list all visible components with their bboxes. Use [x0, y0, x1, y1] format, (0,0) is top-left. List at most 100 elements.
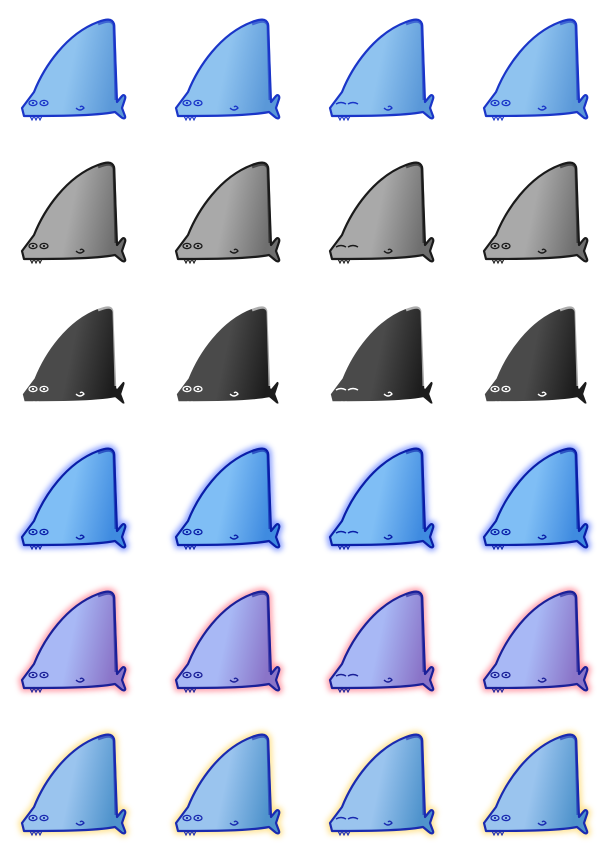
fin-body — [328, 447, 435, 549]
fin-body — [482, 447, 589, 549]
face — [28, 242, 85, 265]
fin-spine — [251, 448, 272, 530]
face — [490, 242, 547, 265]
sprite-frame — [14, 298, 138, 410]
face — [182, 385, 239, 408]
fin-body — [328, 733, 435, 835]
fin-spine — [405, 734, 426, 816]
fin-spine — [559, 305, 580, 387]
fin-spine — [97, 448, 118, 530]
shark-fin-sprite — [174, 18, 281, 122]
fin-body — [328, 590, 435, 692]
shark-fin-sprite — [18, 445, 129, 551]
fin-body — [483, 304, 588, 406]
shark-fin-sprite — [175, 304, 280, 408]
shark-fin-sprite — [18, 731, 129, 837]
fin-spine — [405, 448, 426, 530]
face — [490, 528, 547, 551]
shark-fin-sprite — [480, 445, 591, 551]
face — [490, 385, 547, 408]
shark-fin-sprite — [482, 18, 589, 122]
sprite-frame — [322, 12, 446, 124]
face — [335, 816, 393, 837]
fin-body — [328, 161, 435, 263]
sprite-frame — [322, 441, 446, 553]
shark-fin-sprite — [482, 161, 589, 265]
shark-fin-sprite — [483, 304, 588, 408]
fin-spine — [251, 19, 272, 101]
shark-fin-sprite — [21, 304, 126, 408]
shark-fin-sprite — [328, 161, 435, 265]
fin-body — [20, 161, 127, 263]
sprite-frame — [14, 12, 138, 124]
shark-fin-sprite — [20, 18, 127, 122]
sprite-frame — [476, 727, 600, 839]
face — [28, 814, 85, 837]
fin-body — [175, 304, 280, 406]
fin-body — [174, 18, 281, 120]
face — [182, 242, 239, 265]
fin-spine — [251, 591, 272, 673]
fin-spine — [405, 305, 426, 387]
fin-body — [328, 18, 435, 120]
fin-body — [482, 18, 589, 120]
shark-fin-sprite — [329, 304, 434, 408]
shark-fin-sprite — [326, 445, 437, 551]
fin-spine — [559, 162, 580, 244]
sprite-frame — [168, 12, 292, 124]
face — [28, 99, 85, 122]
sprite-frame — [14, 155, 138, 267]
sprite-frame — [168, 441, 292, 553]
sprite-frame — [168, 155, 292, 267]
sprite-frame — [168, 584, 292, 696]
fin-spine — [405, 19, 426, 101]
face — [28, 385, 85, 408]
fin-body — [20, 18, 127, 120]
fin-body — [482, 590, 589, 692]
sprite-frame — [476, 584, 600, 696]
fin-body — [20, 733, 127, 835]
face — [182, 671, 239, 694]
sprite-frame — [14, 441, 138, 553]
fin-spine — [97, 305, 118, 387]
fin-body — [174, 447, 281, 549]
sprite-frame — [322, 584, 446, 696]
fin-body — [329, 304, 434, 406]
shark-fin-sprite — [172, 588, 283, 694]
fin-body — [174, 590, 281, 692]
sprite-frame — [476, 441, 600, 553]
fin-spine — [97, 162, 118, 244]
face — [490, 814, 547, 837]
face — [335, 387, 393, 408]
fin-body — [20, 590, 127, 692]
face — [182, 528, 239, 551]
shark-fin-sprite — [18, 588, 129, 694]
fin-spine — [97, 734, 118, 816]
face — [490, 99, 547, 122]
sprite-frame — [476, 155, 600, 267]
shark-fin-sprite — [174, 161, 281, 265]
shark-fin-sprite — [20, 161, 127, 265]
face — [182, 814, 239, 837]
sprite-frame — [476, 298, 600, 410]
face — [335, 673, 393, 694]
sprite-frame — [14, 727, 138, 839]
sprite-frame — [322, 298, 446, 410]
sprite-frame — [322, 727, 446, 839]
fin-spine — [97, 19, 118, 101]
shark-fin-sprite — [480, 588, 591, 694]
fin-body — [482, 733, 589, 835]
fin-spine — [97, 591, 118, 673]
fin-spine — [559, 591, 580, 673]
face — [28, 528, 85, 551]
fin-spine — [559, 448, 580, 530]
fin-body — [20, 447, 127, 549]
shark-fin-sprite — [328, 18, 435, 122]
fin-spine — [251, 734, 272, 816]
sprite-frame — [322, 155, 446, 267]
fin-spine — [251, 305, 272, 387]
face — [490, 671, 547, 694]
sprite-frame — [168, 298, 292, 410]
sprite-frame — [168, 727, 292, 839]
face — [335, 530, 393, 551]
